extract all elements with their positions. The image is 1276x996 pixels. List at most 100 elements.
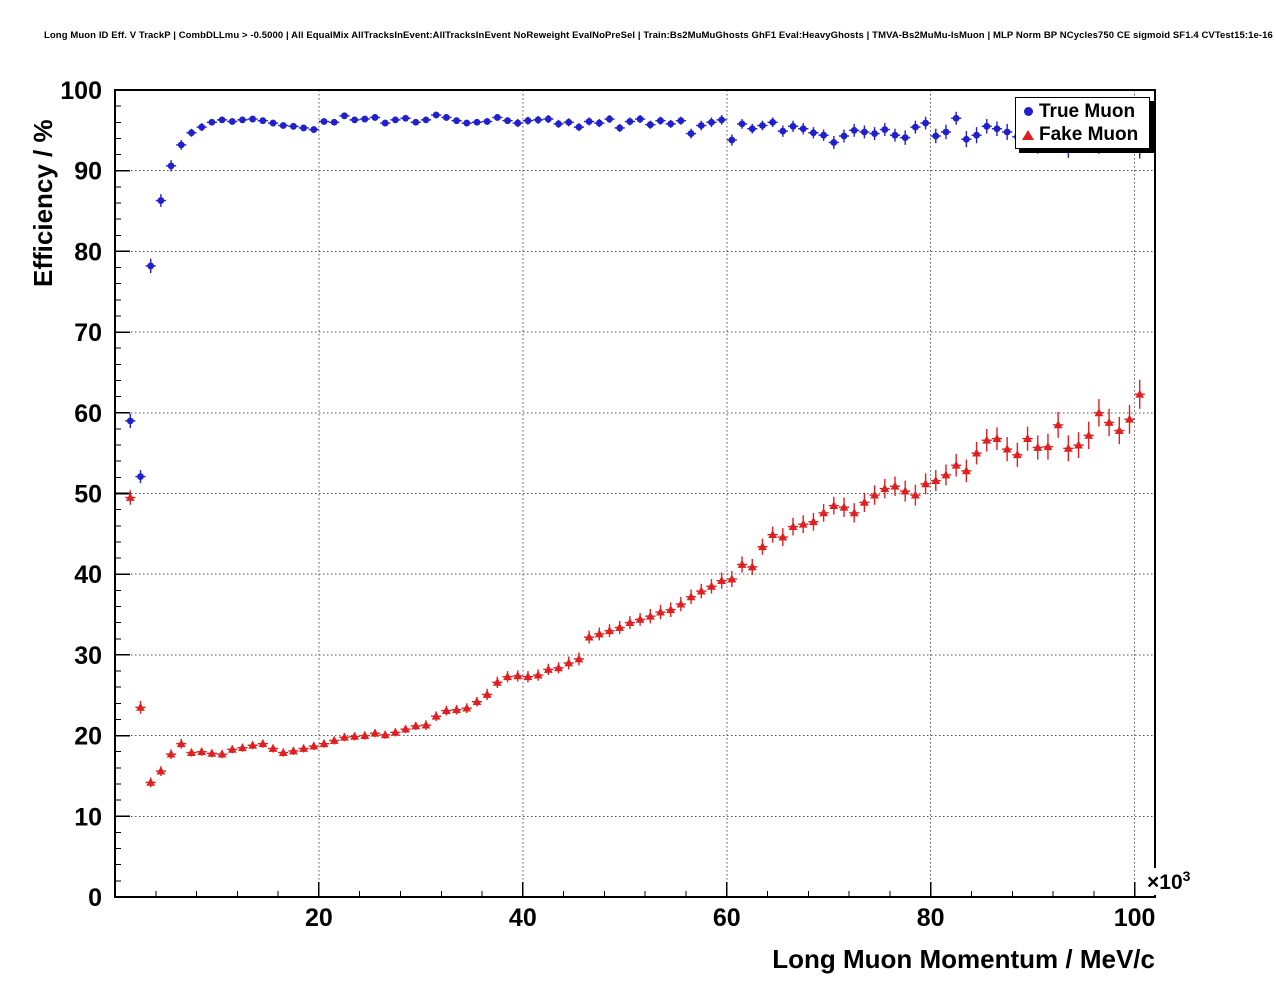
fake-muon-point — [839, 502, 849, 511]
legend-label: True Muon — [1039, 101, 1136, 122]
fake-muon-point — [523, 672, 533, 681]
true-muon-point — [820, 131, 828, 139]
fake-muon-point — [727, 574, 737, 583]
fake-muon-point — [146, 777, 156, 786]
fake-muon-point — [187, 747, 196, 756]
fake-muon-marker-icon — [1021, 129, 1035, 140]
fake-muon-point — [554, 663, 563, 672]
fake-muon-point — [136, 702, 145, 711]
fake-muon-point — [1002, 444, 1012, 453]
true-muon-point — [463, 119, 471, 127]
true-muon-point — [290, 122, 297, 130]
fake-muon-point — [482, 689, 492, 698]
fake-muon-point — [166, 749, 176, 758]
fake-muon-point — [513, 671, 523, 680]
true-muon-point — [911, 123, 919, 131]
fake-muon-point — [921, 479, 930, 488]
fake-muon-point — [462, 703, 472, 712]
fake-muon-point — [809, 517, 818, 526]
true-muon-point — [626, 118, 634, 125]
true-muon-point — [391, 116, 399, 124]
true-muon-point — [198, 123, 206, 131]
x-axis-title: Long Muon Momentum / MeV/c — [772, 944, 1155, 974]
fake-muon-point — [289, 746, 298, 755]
fake-muon-point — [1094, 408, 1104, 417]
true-muon-point — [371, 114, 379, 121]
fake-muon-point — [227, 744, 237, 753]
fake-muon-point — [207, 748, 217, 757]
true-muon-point — [422, 116, 430, 124]
true-muon-point — [769, 118, 777, 126]
x-tick-label: 60 — [713, 904, 741, 932]
true-muon-point — [697, 122, 705, 129]
fake-muon-point — [717, 576, 727, 585]
fake-muon-point — [737, 559, 747, 568]
true-muon-point — [657, 117, 664, 125]
y-tick-label: 40 — [74, 561, 102, 589]
true-muon-point — [249, 115, 257, 123]
scale-base: ×10 — [1147, 871, 1183, 894]
fake-muon-point — [880, 484, 890, 493]
true-muon-point — [310, 126, 318, 133]
fake-muon-point — [768, 530, 778, 539]
fake-muon-point — [125, 492, 135, 501]
fake-muon-point — [492, 677, 502, 686]
true-muon-point — [646, 121, 654, 129]
true-muon-point — [269, 119, 277, 127]
true-muon-point — [208, 118, 216, 126]
fake-muon-point — [1114, 425, 1124, 434]
true-muon-point — [188, 129, 195, 137]
true-muon-point — [728, 136, 736, 144]
y-tick-label: 10 — [74, 803, 102, 831]
true-muon-point — [555, 120, 562, 128]
fake-muon-point — [503, 672, 512, 681]
fake-muon-point — [819, 508, 829, 517]
y-tick-label: 80 — [74, 238, 102, 266]
fake-muon-point — [574, 654, 584, 663]
fake-muon-point — [1063, 443, 1073, 452]
fake-muon-point — [870, 490, 880, 499]
fake-muon-point — [1084, 430, 1094, 439]
fake-muon-point — [329, 735, 339, 744]
fake-muon-point — [370, 728, 380, 737]
scale-exponent: 3 — [1182, 868, 1191, 884]
true-muon-point — [575, 123, 583, 131]
fake-muon-point — [707, 581, 716, 590]
fake-muon-point — [278, 747, 288, 756]
true-muon-point — [453, 117, 460, 125]
true-muon-point — [361, 115, 369, 123]
fake-muon-point — [319, 739, 329, 748]
fake-muon-point — [431, 711, 441, 720]
x-tick-label: 40 — [509, 904, 537, 932]
fake-muon-point — [441, 705, 451, 714]
fake-muon-point — [686, 592, 696, 601]
y-tick-label: 30 — [74, 642, 102, 670]
true-muon-point — [565, 118, 573, 126]
fake-muon-point — [758, 542, 767, 551]
fake-muon-point — [666, 605, 676, 614]
true-muon-point — [259, 117, 267, 125]
true-muon-point — [239, 116, 246, 124]
true-muon-point — [891, 131, 899, 139]
fake-muon-point — [788, 521, 798, 530]
y-tick-label: 60 — [74, 400, 102, 428]
fake-muon-point — [360, 731, 370, 739]
fake-muon-point — [645, 611, 655, 620]
true-muon-point — [514, 119, 522, 127]
fake-muon-point — [248, 740, 258, 749]
true-muon-point — [708, 118, 715, 126]
fake-muon-point — [472, 697, 482, 706]
true-muon-point — [922, 119, 929, 127]
true-muon-point — [687, 130, 695, 137]
fake-muon-point — [238, 743, 247, 752]
true-muon-point — [789, 122, 797, 130]
y-axis-title: Efficiency / % — [28, 119, 58, 287]
fake-muon-point — [390, 727, 400, 736]
true-muon-point — [300, 124, 308, 132]
plot-frame — [114, 89, 1156, 898]
x-axis-scale-label: ×103 — [1145, 868, 1193, 895]
true-muon-point — [504, 117, 511, 125]
true-muon-point — [534, 116, 542, 124]
fake-muon-point — [1043, 442, 1053, 451]
true-muon-point — [606, 115, 613, 123]
